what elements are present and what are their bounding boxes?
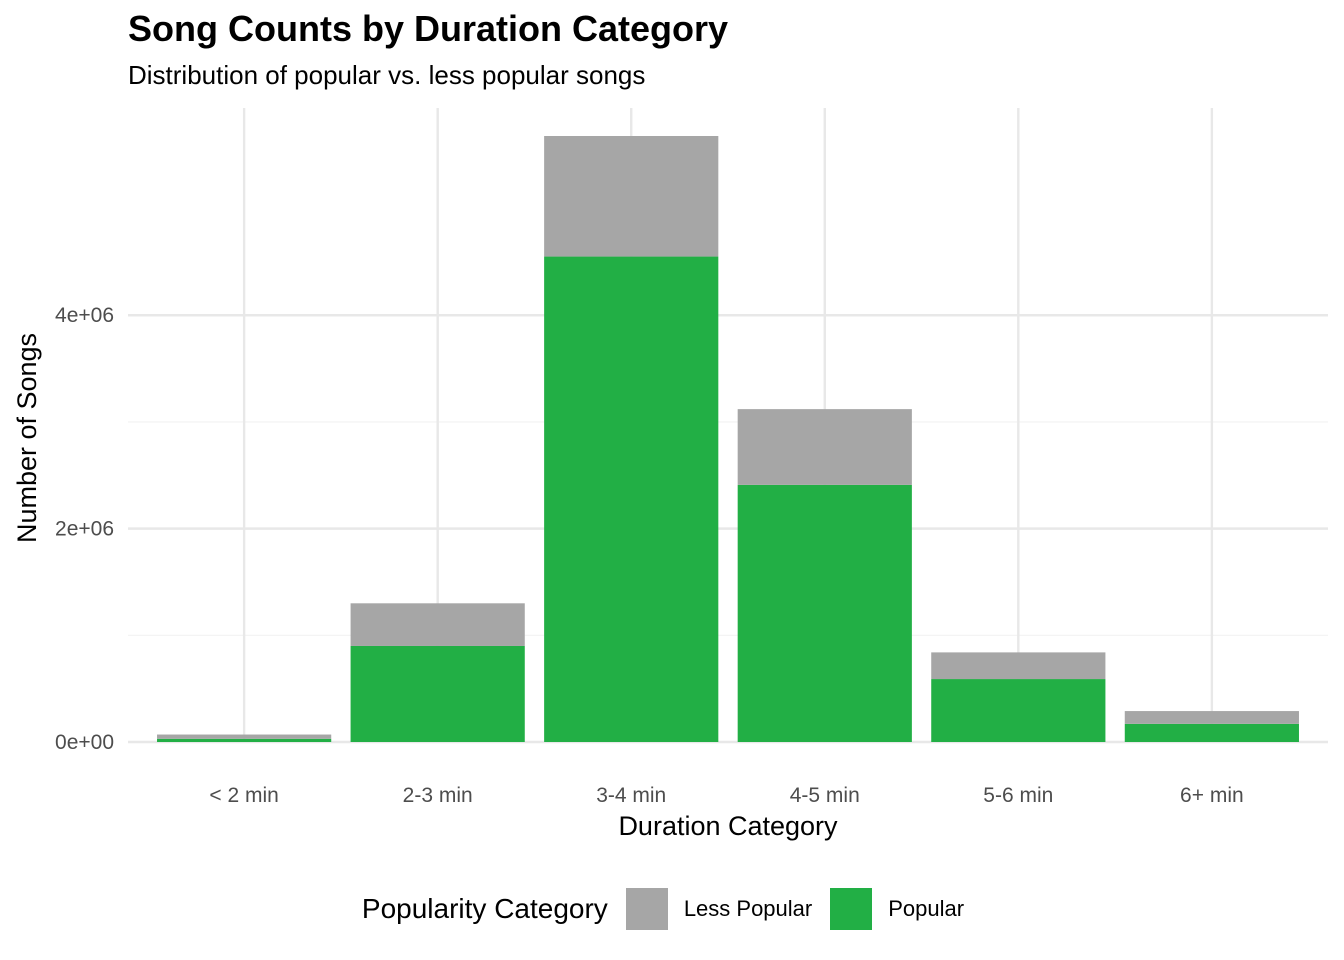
bar-less-popular (350, 603, 525, 646)
x-tick-label: < 2 min (209, 784, 278, 807)
x-tick-label: 3-4 min (596, 784, 666, 807)
legend-label-less-popular: Less Popular (683, 896, 813, 921)
bar-less-popular (157, 734, 332, 739)
bar-popular (544, 256, 719, 742)
y-tick-label: 2e+06 (55, 518, 114, 541)
bars (157, 136, 1299, 742)
legend-item-less-popular: Less Popular (625, 888, 813, 930)
bar-less-popular (737, 409, 912, 485)
x-tick-label: 5-6 min (983, 784, 1053, 807)
bar-less-popular (931, 652, 1106, 680)
bar-popular (157, 738, 332, 742)
chart-title: Song Counts by Duration Category (128, 8, 729, 49)
legend-swatch-less-popular (625, 888, 668, 930)
legend-swatch-popular (830, 888, 873, 930)
bar-popular (737, 484, 912, 742)
chart-subtitle: Distribution of popular vs. less popular… (128, 60, 646, 90)
y-tick-label: 4e+06 (55, 304, 114, 327)
legend-item-popular: Popular (830, 888, 964, 930)
bar-popular (931, 679, 1106, 742)
x-tick-label: 6+ min (1180, 784, 1244, 807)
bar-less-popular (544, 136, 719, 257)
y-axis-title: Number of Songs (12, 333, 42, 543)
x-tick-labels: < 2 min 2-3 min 3-4 min 4-5 min 5-6 min 6+ mi… (209, 784, 1243, 807)
grid-lines (128, 108, 1328, 744)
legend-title: Popularity Category (361, 893, 608, 924)
bar-popular (350, 645, 525, 742)
x-axis-title: Duration Category (618, 811, 838, 841)
y-tick-label: 0e+00 (55, 731, 114, 754)
bar-less-popular (1124, 711, 1299, 724)
x-tick-label: 2-3 min (403, 784, 473, 807)
legend: Popularity Category Less Popular Popular (0, 886, 1344, 932)
x-tick-label: 4-5 min (790, 784, 860, 807)
bar-popular (1124, 723, 1299, 742)
legend-label-popular: Popular (888, 896, 965, 921)
y-tick-labels: 0e+00 2e+06 4e+06 (55, 304, 114, 754)
